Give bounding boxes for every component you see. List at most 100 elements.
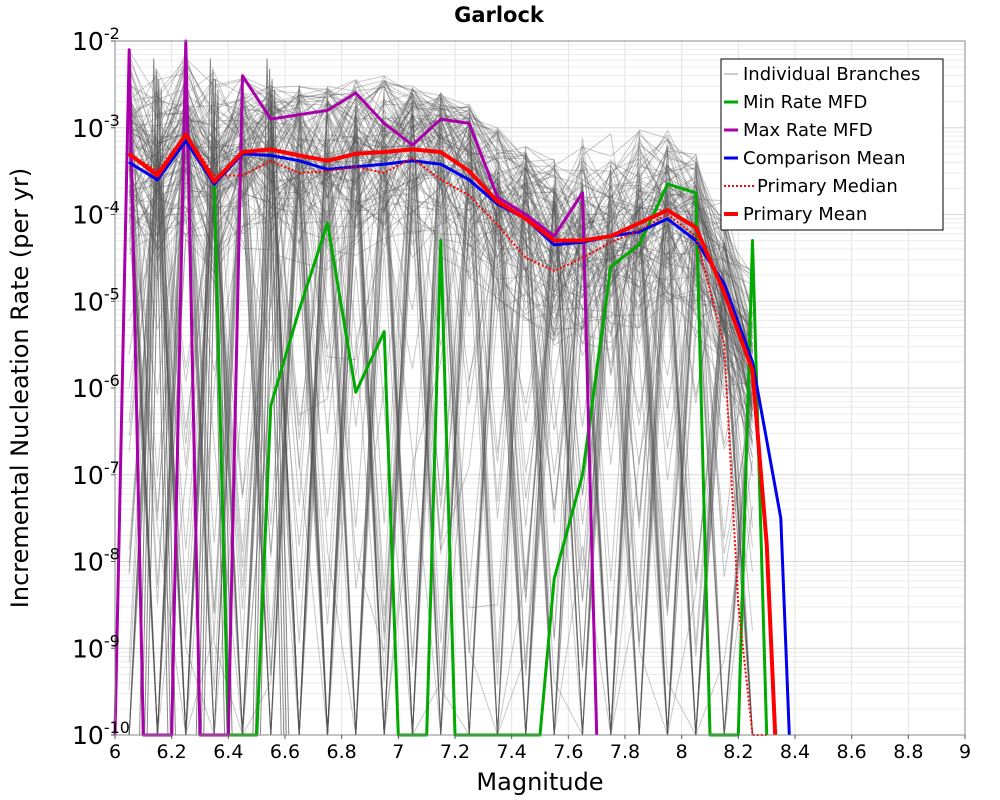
y-axis-label: Incremental Nucleation Rate (per yr) bbox=[6, 168, 34, 608]
x-axis-label: Magnitude bbox=[476, 768, 603, 796]
branch-line bbox=[128, 116, 753, 736]
branch-line bbox=[128, 93, 753, 736]
comparison-mean-point bbox=[128, 161, 130, 164]
branch-line bbox=[128, 146, 753, 736]
branch-line bbox=[128, 59, 753, 736]
primary-mean-point bbox=[468, 170, 470, 172]
branch-line bbox=[129, 155, 753, 736]
branch-line bbox=[128, 93, 753, 736]
branch-line bbox=[128, 151, 753, 736]
branch-line bbox=[128, 87, 753, 736]
x-tick-label: 6.8 bbox=[327, 741, 357, 763]
y-tick-label: 10-9 bbox=[72, 631, 120, 663]
comparison-mean-point bbox=[553, 244, 555, 246]
x-tick-label: 8 bbox=[676, 741, 688, 763]
branch-line bbox=[128, 113, 753, 736]
branch-line bbox=[128, 72, 753, 663]
max-rate-mfd-point bbox=[440, 118, 442, 120]
primary-mean-point bbox=[666, 209, 669, 211]
primary-median-point bbox=[298, 172, 300, 174]
branch-line bbox=[128, 95, 753, 736]
branch-line bbox=[128, 105, 753, 736]
branch-line bbox=[128, 62, 753, 736]
primary-median-point bbox=[383, 172, 385, 174]
max-rate-mfd-point bbox=[525, 213, 527, 216]
primary-median-point bbox=[581, 257, 584, 259]
x-tick-label: 7 bbox=[392, 741, 404, 763]
legend-label-individual-branches: Individual Branches bbox=[743, 64, 920, 85]
y-tick-label: 10-6 bbox=[72, 371, 120, 403]
branch-line bbox=[128, 97, 753, 736]
branch-line bbox=[128, 104, 753, 737]
x-tick-label: 9 bbox=[959, 741, 971, 763]
max-rate-mfd-point bbox=[326, 109, 329, 111]
primary-mean-point bbox=[496, 200, 499, 203]
branch-line bbox=[128, 54, 753, 736]
max-rate-mfd-point bbox=[128, 49, 130, 51]
primary-mean-point bbox=[723, 292, 725, 294]
branch-spike bbox=[144, 79, 174, 736]
branch-line bbox=[128, 119, 753, 736]
branch-line bbox=[128, 159, 753, 736]
legend-label-primary-mean: Primary Mean bbox=[743, 204, 867, 225]
branch-line bbox=[128, 103, 753, 379]
primary-mean-point bbox=[553, 239, 555, 242]
comparison-mean-point bbox=[383, 163, 385, 165]
branch-line bbox=[129, 113, 753, 736]
branch-line bbox=[128, 89, 753, 736]
branch-line bbox=[129, 95, 753, 737]
branch-spike bbox=[254, 68, 285, 736]
branch-line bbox=[128, 51, 753, 736]
branch-line bbox=[129, 118, 753, 736]
primary-median-point bbox=[638, 229, 640, 231]
primary-median-point bbox=[241, 174, 244, 177]
comparison-mean-point bbox=[156, 179, 159, 181]
x-tick-label: 7.2 bbox=[440, 741, 470, 763]
branch-line bbox=[128, 96, 753, 736]
branch-line bbox=[129, 111, 753, 736]
branch-line bbox=[128, 137, 753, 736]
branch-line bbox=[128, 57, 753, 736]
y-tick-label: 10-5 bbox=[72, 284, 120, 316]
branch-line bbox=[128, 137, 753, 736]
primary-mean-point bbox=[213, 180, 215, 183]
primary-median-point bbox=[610, 241, 612, 243]
branch-line bbox=[128, 165, 753, 736]
branch-line bbox=[128, 84, 753, 736]
primary-median-point bbox=[496, 224, 499, 226]
comparison-mean-point bbox=[638, 231, 640, 233]
branch-line bbox=[128, 123, 753, 736]
min-rate-mfd-point bbox=[581, 474, 584, 476]
y-tick-label: 10-4 bbox=[72, 198, 120, 230]
max-rate-mfd-point bbox=[468, 122, 470, 124]
branch-line bbox=[128, 78, 753, 736]
primary-median-point bbox=[723, 344, 725, 346]
branch-line bbox=[128, 86, 753, 736]
max-rate-mfd-point bbox=[355, 92, 357, 94]
comparison-mean-point bbox=[666, 218, 669, 220]
branch-line bbox=[128, 79, 753, 736]
branch-line bbox=[129, 149, 753, 737]
comparison-mean-point bbox=[213, 183, 215, 185]
primary-median-point bbox=[666, 213, 669, 216]
primary-median-point bbox=[270, 160, 272, 162]
chart-title: Garlock bbox=[454, 3, 545, 27]
primary-median-point bbox=[440, 179, 442, 181]
min-rate-mfd-point bbox=[270, 404, 272, 406]
primary-mean-point bbox=[355, 153, 357, 155]
primary-mean-point bbox=[751, 370, 754, 372]
branch-spike bbox=[141, 68, 171, 736]
branch-line bbox=[128, 64, 753, 736]
x-tick-label: 8.2 bbox=[723, 741, 753, 763]
primary-median-point bbox=[156, 170, 159, 172]
branch-line bbox=[128, 113, 753, 736]
branch-line bbox=[128, 64, 753, 736]
branch-line bbox=[128, 152, 753, 736]
primary-mean-point bbox=[525, 218, 527, 220]
branch-line bbox=[128, 118, 753, 736]
branch-line bbox=[129, 93, 753, 736]
min-rate-mfd-point bbox=[666, 183, 669, 185]
legend: Individual Branches Min Rate MFD Max Rate … bbox=[720, 58, 944, 231]
branch-line bbox=[128, 69, 753, 736]
